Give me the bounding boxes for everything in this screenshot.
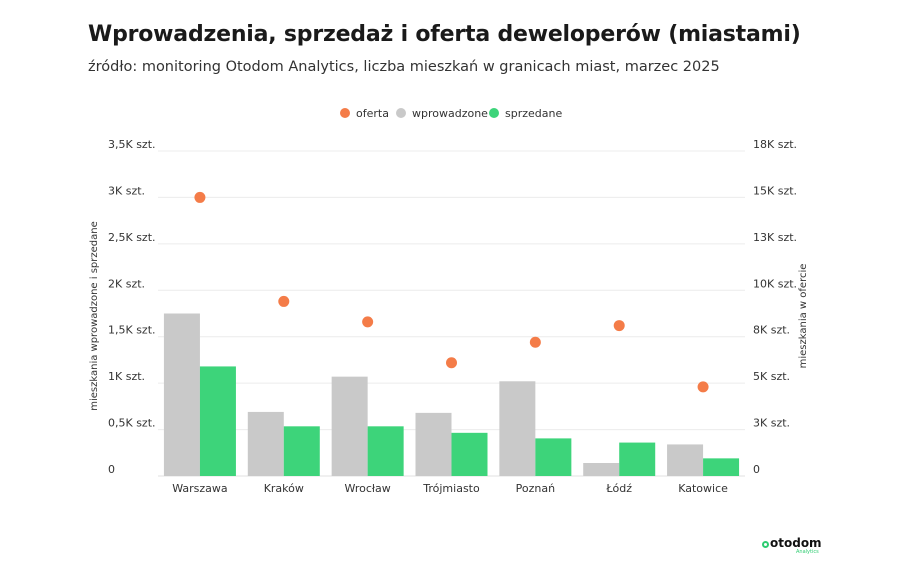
category-label: Łódź [605,482,632,495]
category-label: Kraków [264,482,304,495]
left-tick-label: 0 [108,463,115,476]
bar-sprzedane [619,442,656,476]
category-label: Katowice [678,482,728,495]
legend-marker-sprzedane [489,108,499,118]
left-tick-label: 1,5K szt. [108,324,156,337]
bar-sprzedane [199,366,236,476]
bar-sprzedane [703,458,740,476]
right-tick-label: 10K szt. [753,277,797,290]
point-oferta [278,295,290,307]
logo-icon [762,541,769,548]
point-oferta [362,316,374,328]
bar-wprowadzone [667,444,704,476]
right-tick-label: 15K szt. [753,184,797,197]
legend: oferta wprowadzone sprzedane [340,107,562,120]
right-tick-label: 18K szt. [753,138,797,151]
point-oferta [446,357,457,369]
left-axis-title: mieszkania wprowadzone i sprzedane [89,221,100,411]
legend-label-sprzedane: sprzedane [505,107,562,120]
chart-title: Wprowadzenia, sprzedaż i oferta dewelope… [88,22,801,47]
left-tick-label: 0,5K szt. [108,417,156,430]
bar-sprzedane [451,432,488,476]
legend-marker-wprowadzone [396,108,406,118]
category-label: Trójmiasto [422,482,480,495]
right-tick-label: 0 [753,463,760,476]
right-axis: 0 3K szt. 5K szt. 8K szt. 10K szt. 13K szt. 15… [753,138,797,476]
brand-logo: otodom [762,536,822,550]
brand-tagline: Analytics [796,549,819,555]
point-oferta [529,336,541,348]
point-oferta [697,381,709,393]
left-tick-label: 2K szt. [108,277,145,290]
bar-wprowadzone [415,412,452,476]
right-tick-label: 3K szt. [753,417,790,430]
left-axis: 0 0,5K szt. 1K szt. 1,5K szt. 2K szt. 2,5K sz… [108,138,156,476]
chart-subtitle: źródło: monitoring Otodom Analytics, lic… [88,59,720,75]
category-label: Wrocław [344,482,390,495]
x-axis: Warszawa Kraków Wrocław Trójmiasto Poznań Łód… [172,482,728,495]
category-label: Poznań [516,482,555,495]
category-label: Warszawa [172,482,227,495]
bar-wprowadzone [499,381,536,476]
bar-sprzedane [535,438,572,476]
bars [163,313,740,476]
bar-wprowadzone [247,411,284,476]
left-tick-label: 2,5K szt. [108,231,156,244]
bar-sprzedane [283,426,320,476]
right-tick-label: 13K szt. [753,231,797,244]
left-tick-label: 3,5K szt. [108,138,156,151]
left-tick-label: 1K szt. [108,370,145,383]
legend-label-oferta: oferta [356,107,389,120]
legend-label-wprowadzone: wprowadzone [412,107,488,120]
legend-marker-oferta [340,108,350,118]
right-axis-title: mieszkania w ofercie [798,264,809,369]
point-oferta [613,320,625,332]
right-tick-label: 8K szt. [753,324,790,337]
points [194,191,709,393]
bar-wprowadzone [331,376,368,476]
right-tick-label: 5K szt. [753,370,790,383]
bar-wprowadzone [163,313,200,476]
left-tick-label: 3K szt. [108,184,145,197]
point-oferta [194,191,206,203]
bar-wprowadzone [583,463,620,476]
brand-name: otodom [770,536,822,550]
bar-sprzedane [367,426,404,476]
